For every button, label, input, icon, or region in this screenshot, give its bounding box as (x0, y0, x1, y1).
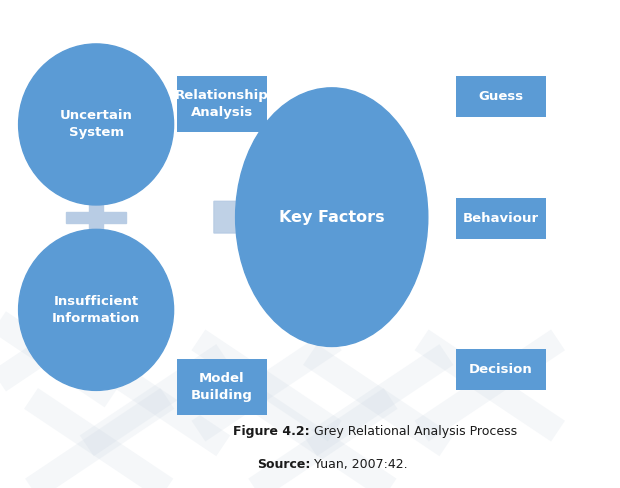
Text: Relationship
Analysis: Relationship Analysis (175, 89, 268, 119)
Ellipse shape (19, 44, 174, 205)
Text: Source:: Source: (257, 458, 310, 471)
FancyBboxPatch shape (456, 76, 546, 117)
Text: Model
Building: Model Building (191, 372, 252, 402)
Bar (66, 212, 126, 223)
Text: Figure 4.2:: Figure 4.2: (233, 426, 310, 438)
FancyBboxPatch shape (177, 359, 267, 415)
FancyBboxPatch shape (456, 349, 546, 390)
Text: Grey Relational Analysis Process: Grey Relational Analysis Process (310, 426, 517, 438)
FancyBboxPatch shape (177, 76, 267, 132)
Text: Yuan, 2007:42.: Yuan, 2007:42. (310, 458, 407, 471)
Polygon shape (214, 191, 288, 243)
Ellipse shape (19, 229, 174, 390)
Text: Behaviour: Behaviour (463, 212, 539, 225)
Bar (89, 194, 103, 241)
Text: Key Factors: Key Factors (279, 210, 384, 224)
Text: Guess: Guess (478, 90, 523, 103)
Text: Uncertain
System: Uncertain System (60, 109, 133, 140)
Ellipse shape (236, 88, 428, 346)
FancyBboxPatch shape (456, 198, 546, 239)
Text: Decision: Decision (469, 363, 533, 376)
Text: Insufficient
Information: Insufficient Information (52, 295, 140, 325)
